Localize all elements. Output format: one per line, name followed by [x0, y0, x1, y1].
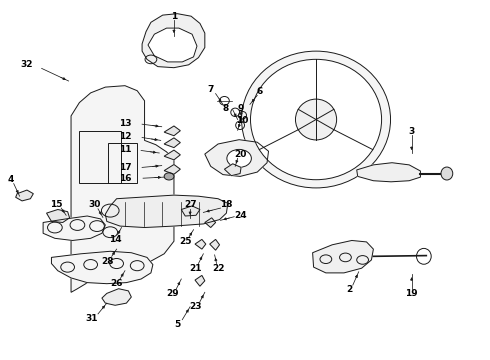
Ellipse shape [227, 149, 251, 167]
Polygon shape [102, 289, 131, 305]
Polygon shape [205, 140, 269, 176]
Text: 17: 17 [119, 163, 131, 172]
Polygon shape [71, 86, 174, 292]
Polygon shape [210, 239, 220, 250]
Polygon shape [195, 275, 205, 286]
Text: 12: 12 [119, 132, 131, 140]
Ellipse shape [441, 167, 453, 180]
Polygon shape [148, 28, 197, 62]
Text: 14: 14 [109, 235, 122, 244]
Polygon shape [105, 195, 228, 228]
Polygon shape [181, 206, 200, 216]
Polygon shape [164, 165, 180, 174]
Text: 24: 24 [234, 211, 246, 220]
Ellipse shape [164, 173, 174, 180]
Text: 28: 28 [101, 256, 114, 265]
Text: 15: 15 [50, 200, 63, 209]
Text: 10: 10 [236, 116, 248, 125]
Text: 30: 30 [88, 200, 100, 209]
Polygon shape [142, 14, 205, 68]
Text: 2: 2 [346, 285, 352, 294]
Text: 9: 9 [238, 104, 245, 112]
Polygon shape [164, 150, 180, 160]
Text: 4: 4 [7, 175, 14, 184]
Polygon shape [47, 210, 70, 222]
Polygon shape [43, 216, 105, 240]
Text: 13: 13 [119, 118, 131, 127]
Text: 22: 22 [212, 264, 224, 273]
Polygon shape [224, 164, 241, 176]
Bar [108, 143, 137, 183]
Text: 31: 31 [86, 314, 98, 323]
Text: 8: 8 [222, 104, 228, 112]
Text: 20: 20 [234, 150, 246, 159]
Text: 5: 5 [174, 320, 180, 329]
Text: 16: 16 [119, 174, 131, 183]
Polygon shape [313, 240, 373, 273]
Polygon shape [205, 218, 216, 228]
Text: 26: 26 [110, 279, 123, 288]
Text: 27: 27 [184, 200, 196, 209]
Polygon shape [16, 190, 33, 201]
Text: 19: 19 [405, 289, 418, 298]
Polygon shape [357, 163, 420, 182]
Polygon shape [195, 239, 206, 249]
Text: 29: 29 [166, 289, 179, 298]
Polygon shape [164, 126, 180, 136]
Text: 3: 3 [409, 127, 415, 136]
Text: 32: 32 [21, 60, 33, 69]
Ellipse shape [250, 59, 382, 180]
Text: 21: 21 [189, 264, 201, 273]
Text: 6: 6 [257, 87, 263, 96]
Ellipse shape [242, 51, 391, 188]
Text: 25: 25 [179, 238, 192, 246]
Text: 11: 11 [119, 145, 131, 154]
Bar [79, 131, 121, 183]
Text: 1: 1 [171, 12, 177, 21]
Polygon shape [164, 138, 180, 148]
Text: 18: 18 [220, 200, 233, 209]
Text: 23: 23 [189, 302, 201, 311]
Polygon shape [51, 251, 153, 284]
Text: 7: 7 [207, 85, 214, 94]
Ellipse shape [295, 99, 337, 140]
